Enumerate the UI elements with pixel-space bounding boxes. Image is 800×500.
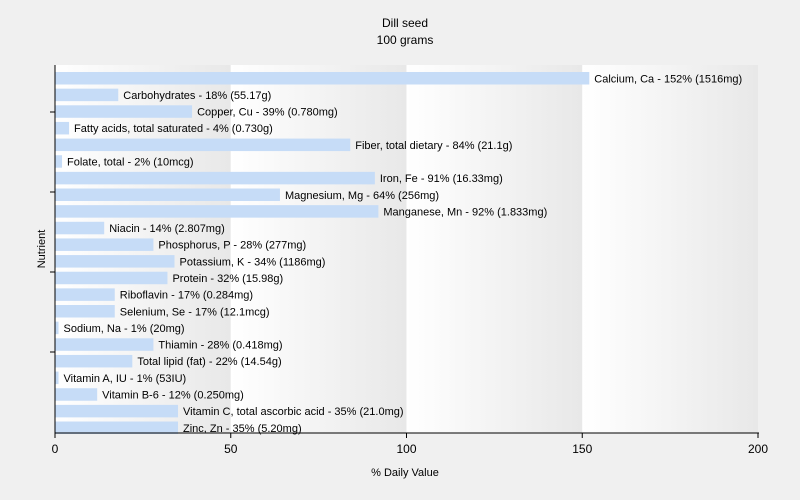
x-tick-label: 150: [572, 442, 592, 456]
bar-label: Carbohydrates - 18% (55.17g): [123, 90, 271, 102]
x-axis-title: % Daily Value: [371, 467, 439, 479]
bar: [55, 72, 590, 85]
x-tick-label: 100: [396, 442, 416, 456]
bar: [55, 271, 168, 285]
chart-subtitle: 100 grams: [377, 33, 434, 47]
bar-label: Copper, Cu - 39% (0.780mg): [197, 107, 338, 119]
bar: [55, 121, 70, 135]
bar-label: Vitamin C, total ascorbic acid - 35% (21…: [183, 406, 404, 418]
bar-label: Magnesium, Mg - 64% (256mg): [285, 190, 439, 202]
bar-label: Vitamin B-6 - 12% (0.250mg): [102, 389, 244, 401]
bar: [55, 404, 179, 418]
bar: [55, 321, 59, 335]
bar: [55, 354, 133, 368]
bar: [55, 188, 280, 202]
bar-label: Protein - 32% (15.98g): [172, 273, 283, 285]
grid-band: [582, 65, 758, 433]
bar-label: Folate, total - 2% (10mcg): [67, 156, 194, 168]
grid-band: [230, 65, 407, 433]
bar-label: Manganese, Mn - 92% (1.833mg): [383, 206, 547, 218]
bar: [55, 171, 375, 185]
bar-label: Potassium, K - 34% (1186mg): [180, 256, 326, 268]
chart-title: Dill seed: [382, 16, 428, 30]
bar: [55, 338, 154, 351]
bar: [55, 305, 115, 318]
bar: [55, 138, 351, 152]
x-tick-label: 50: [224, 442, 238, 456]
bar: [55, 288, 115, 301]
bar-label: Riboflavin - 17% (0.284mg): [120, 290, 253, 302]
bar: [55, 238, 154, 251]
bar-label: Vitamin A, IU - 1% (53IU): [64, 373, 187, 385]
grid-band: [406, 65, 583, 433]
bar: [55, 205, 379, 218]
bar: [55, 221, 105, 235]
bar-label: Calcium, Ca - 152% (1516mg): [594, 73, 742, 85]
bar: [55, 255, 175, 268]
bar-label: Niacin - 14% (2.807mg): [109, 223, 225, 235]
bar-label: Thiamin - 28% (0.418mg): [158, 340, 282, 352]
bar: [55, 371, 59, 385]
bar-label: Phosphorus, P - 28% (277mg): [158, 240, 306, 252]
bar: [55, 155, 63, 168]
bar: [55, 388, 98, 401]
x-tick-label: 200: [748, 442, 768, 456]
y-axis-title: Nutrient: [36, 230, 48, 269]
bar-label: Sodium, Na - 1% (20mg): [64, 323, 185, 335]
bar: [55, 88, 119, 102]
bar-label: Zinc, Zn - 35% (5.20mg): [183, 423, 302, 435]
bar-label: Iron, Fe - 91% (16.33mg): [380, 173, 503, 185]
x-tick-label: 0: [52, 442, 59, 456]
bar-label: Total lipid (fat) - 22% (14.54g): [137, 356, 281, 368]
bar: [55, 421, 179, 435]
bar: [55, 105, 193, 118]
bar-label: Selenium, Se - 17% (12.1mcg): [120, 306, 270, 318]
bar-label: Fiber, total dietary - 84% (21.1g): [355, 140, 512, 152]
bar-label: Fatty acids, total saturated - 4% (0.730…: [74, 123, 273, 135]
